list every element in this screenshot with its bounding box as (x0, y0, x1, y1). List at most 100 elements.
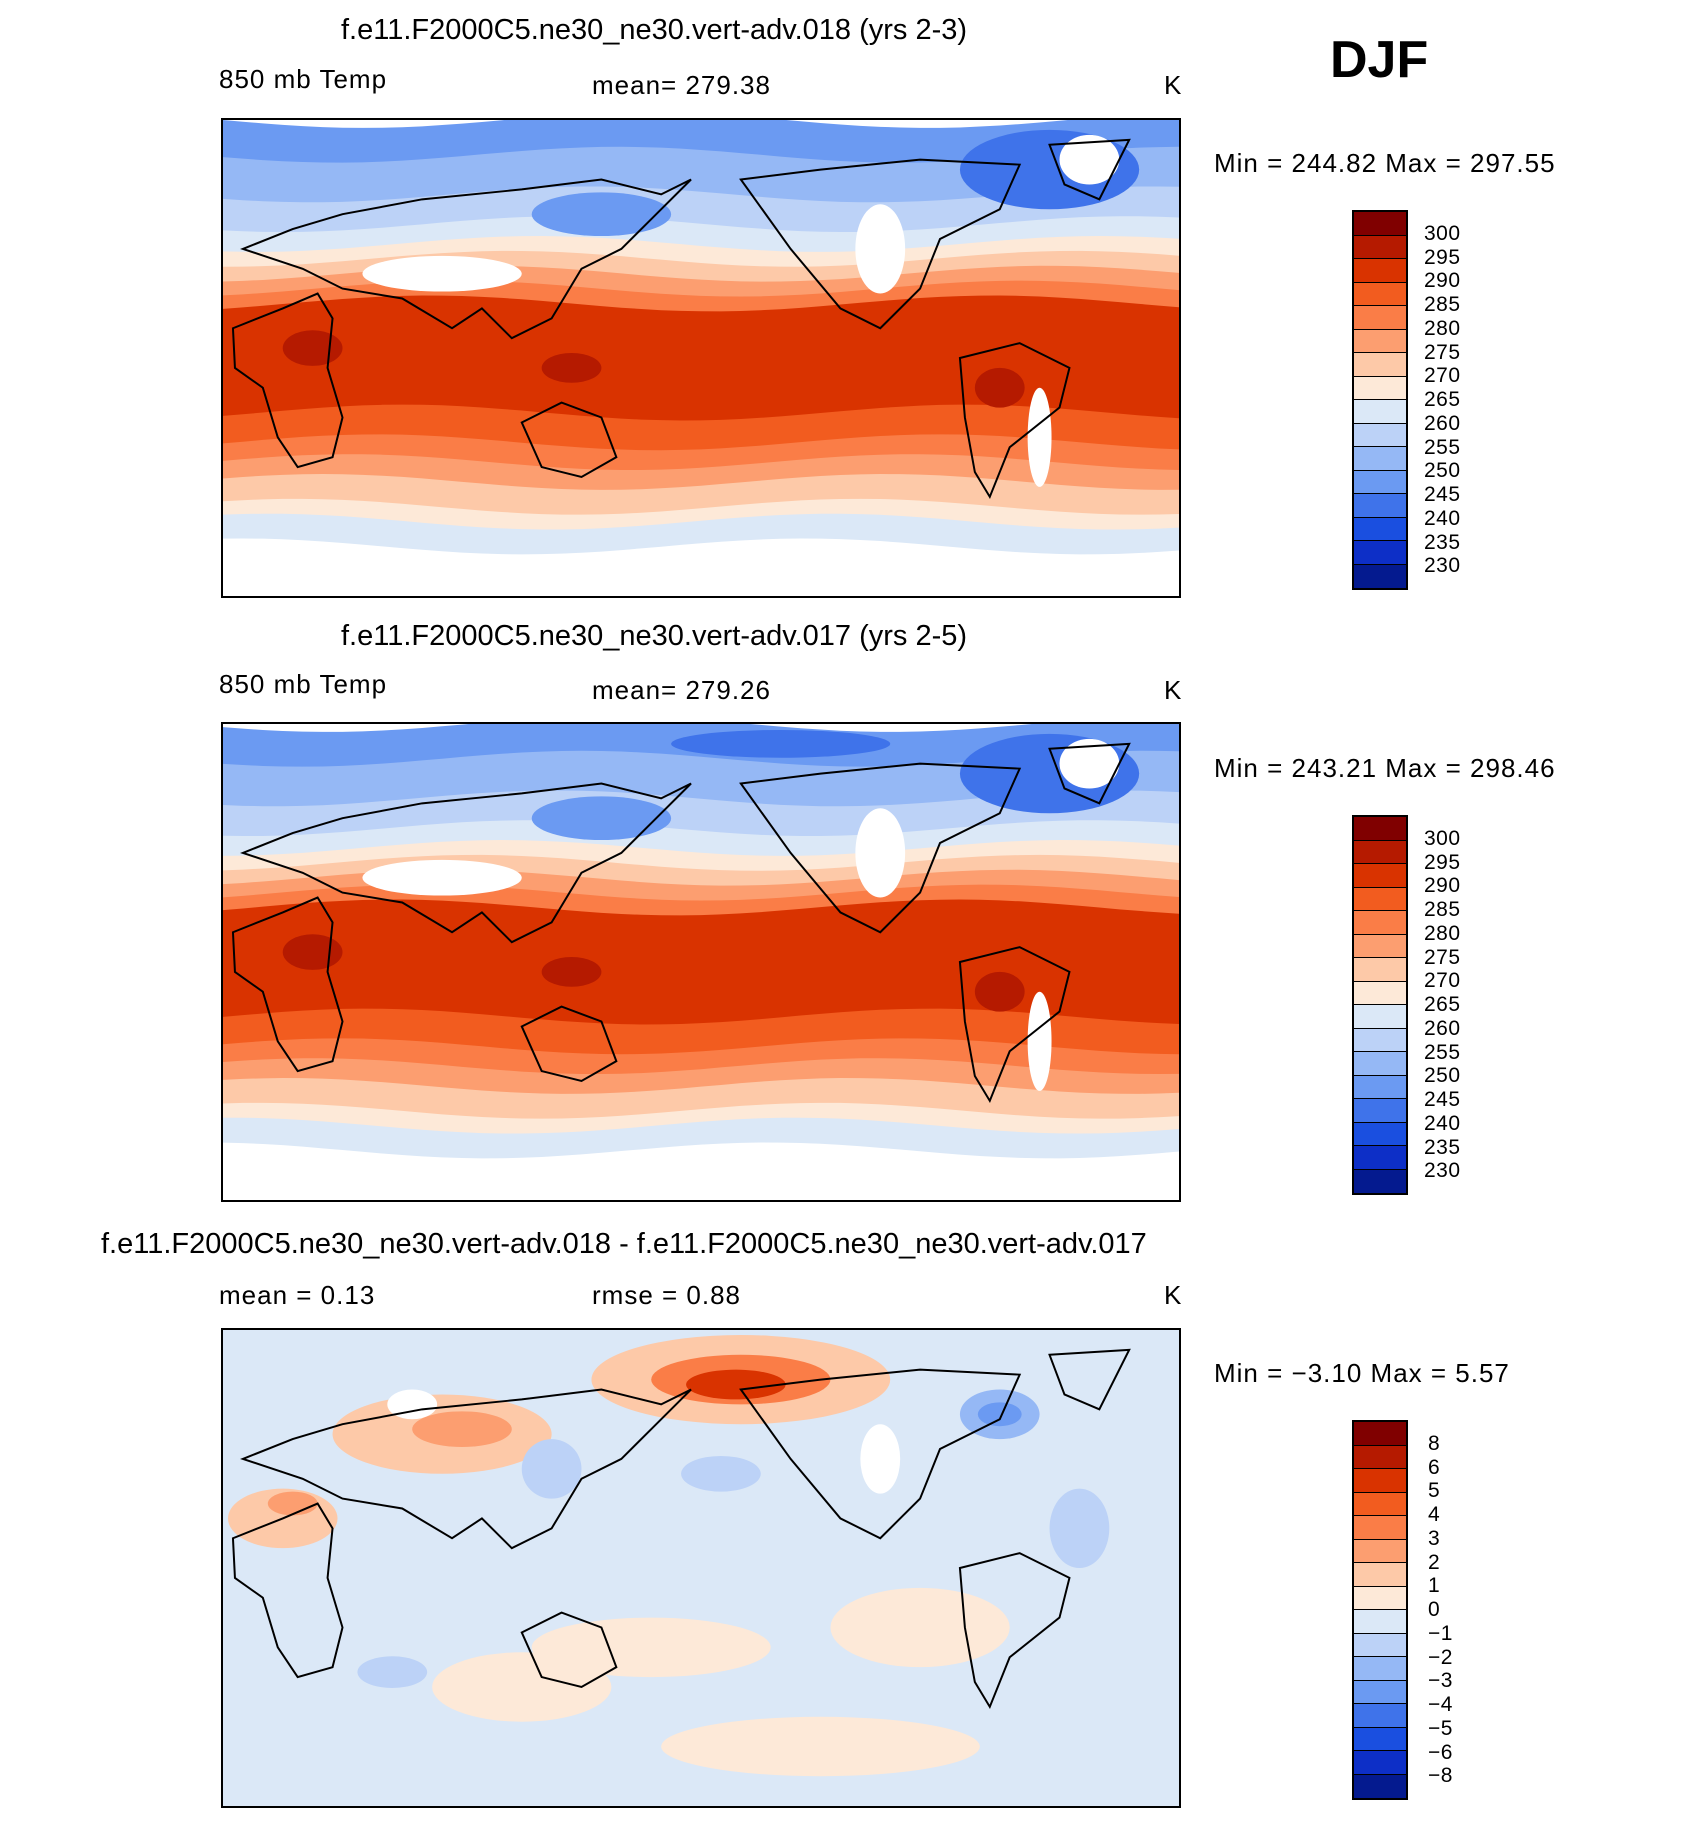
colorbar-tick-label: 285 (1424, 898, 1461, 921)
panel3-map (221, 1328, 1181, 1808)
colorbar-cell (1354, 934, 1406, 958)
colorbar-tick-label: 250 (1424, 459, 1461, 483)
colorbar-cell (1354, 1146, 1406, 1170)
field-anomaly (282, 934, 343, 970)
field-anomaly (282, 330, 343, 366)
field-anomaly (974, 971, 1025, 1012)
colorbar-cell (1354, 981, 1406, 1005)
field-anomaly (1059, 738, 1120, 789)
colorbar-cell (1354, 958, 1406, 982)
field-anomaly (974, 367, 1025, 408)
colorbar-cell (1354, 212, 1406, 236)
temperature-band (223, 120, 1179, 168)
colorbar-tick-label: 275 (1424, 340, 1461, 364)
coastline (1048, 1348, 1131, 1411)
colorbar-cell (1354, 864, 1406, 888)
coastline (739, 1368, 1022, 1540)
colorbar-cell (1354, 517, 1406, 541)
coastline (958, 946, 1071, 1104)
colorbar-cell (1354, 1099, 1406, 1123)
field-anomaly (387, 1389, 438, 1420)
colorbar-cell (1354, 1492, 1406, 1516)
panel2-map (221, 722, 1181, 1202)
coastline (240, 782, 692, 944)
panel2-variable-label: 850 mb Temp (219, 669, 388, 699)
panel1-title: f.e11.F2000C5.ne30_ne30.vert-adv.018 (yr… (341, 14, 968, 46)
colorbar-tick-label: 290 (1424, 269, 1461, 293)
panel1-units: K (1164, 70, 1183, 100)
temperature-band (223, 840, 1179, 876)
colorbar-cell (1354, 1516, 1406, 1540)
panel1-variable-label: 850 mb Temp (219, 64, 388, 94)
panel2-colorbar (1352, 815, 1408, 1195)
field-anomaly (977, 1402, 1022, 1427)
field-anomaly (541, 353, 602, 383)
field-anomaly (860, 1424, 901, 1494)
field-anomaly (521, 1439, 582, 1499)
colorbar-cell (1354, 306, 1406, 330)
colorbar-cell (1354, 1052, 1406, 1076)
colorbar-tick-label: 235 (1424, 1135, 1461, 1159)
temperature-band (223, 790, 1179, 842)
temperature-band (223, 1117, 1179, 1164)
colorbar-cell (1354, 329, 1406, 353)
coastline (958, 342, 1071, 500)
colorbar-tick-label: 265 (1424, 993, 1461, 1016)
colorbar-tick-label: 270 (1424, 969, 1461, 993)
colorbar-cell (1354, 282, 1406, 306)
colorbar-cell (1354, 1680, 1406, 1704)
panel3-colorbar (1352, 1420, 1408, 1800)
colorbar-tick-label: 3 (1428, 1526, 1441, 1550)
coastline (1048, 742, 1131, 805)
colorbar-cell (1354, 1633, 1406, 1657)
colorbar-cell (1354, 1075, 1406, 1099)
colorbar-cell (1354, 840, 1406, 864)
colorbar-cell (1354, 1751, 1406, 1775)
field-anomaly (661, 1716, 980, 1777)
coastline (520, 1005, 618, 1083)
colorbar-cell (1354, 1005, 1406, 1029)
field-anomaly (541, 957, 602, 987)
panel1-minmax: Min = 244.82 Max = 297.55 (1214, 148, 1556, 178)
field-anomaly (357, 1656, 428, 1688)
panel3-units: K (1164, 1280, 1183, 1310)
colorbar-cell (1354, 1774, 1406, 1798)
colorbar-tick-label: 260 (1424, 411, 1461, 435)
field-anomaly (1059, 134, 1120, 185)
panel3-minmax: Min = −3.10 Max = 5.57 (1214, 1358, 1510, 1388)
colorbar-tick-label: 230 (1424, 554, 1461, 578)
colorbar-tick-label: 245 (1424, 483, 1461, 506)
coastline (231, 292, 344, 469)
temperature-band (223, 1142, 1179, 1200)
panel1-mean: mean= 279.38 (592, 70, 771, 100)
colorbar-cell (1354, 235, 1406, 259)
colorbar-cell (1354, 1445, 1406, 1469)
colorbar-tick-label: 240 (1424, 1111, 1461, 1135)
colorbar-cell (1354, 817, 1406, 841)
colorbar-tick-label: 300 (1424, 221, 1461, 245)
panel2-mean: mean= 279.26 (592, 675, 771, 705)
colorbar-tick-label: −2 (1428, 1645, 1453, 1669)
field-anomaly (412, 1411, 512, 1448)
field-anomaly (671, 729, 891, 758)
field-anomaly (531, 796, 672, 841)
temperature-band (223, 186, 1179, 238)
panel1-map (221, 118, 1181, 598)
colorbar-tick-label: 2 (1428, 1550, 1441, 1574)
colorbar-cell (1354, 1727, 1406, 1751)
colorbar-tick-label: −1 (1428, 1621, 1453, 1645)
colorbar-tick-label: 235 (1424, 530, 1461, 554)
coastline (739, 158, 1022, 330)
colorbar-tick-label: 280 (1424, 921, 1461, 945)
colorbar-tick-label: 245 (1424, 1088, 1461, 1111)
colorbar-cell (1354, 1169, 1406, 1193)
temperature-band (223, 295, 1179, 426)
colorbar-cell (1354, 259, 1406, 283)
colorbar-cell (1354, 1657, 1406, 1681)
panel3-title: f.e11.F2000C5.ne30_ne30.vert-adv.018 - f… (101, 1228, 1147, 1260)
colorbar-cell (1354, 541, 1406, 565)
coastline (231, 896, 344, 1073)
colorbar-tick-label: −3 (1428, 1669, 1453, 1693)
field-anomaly (531, 1617, 771, 1678)
temperature-band (223, 538, 1179, 596)
